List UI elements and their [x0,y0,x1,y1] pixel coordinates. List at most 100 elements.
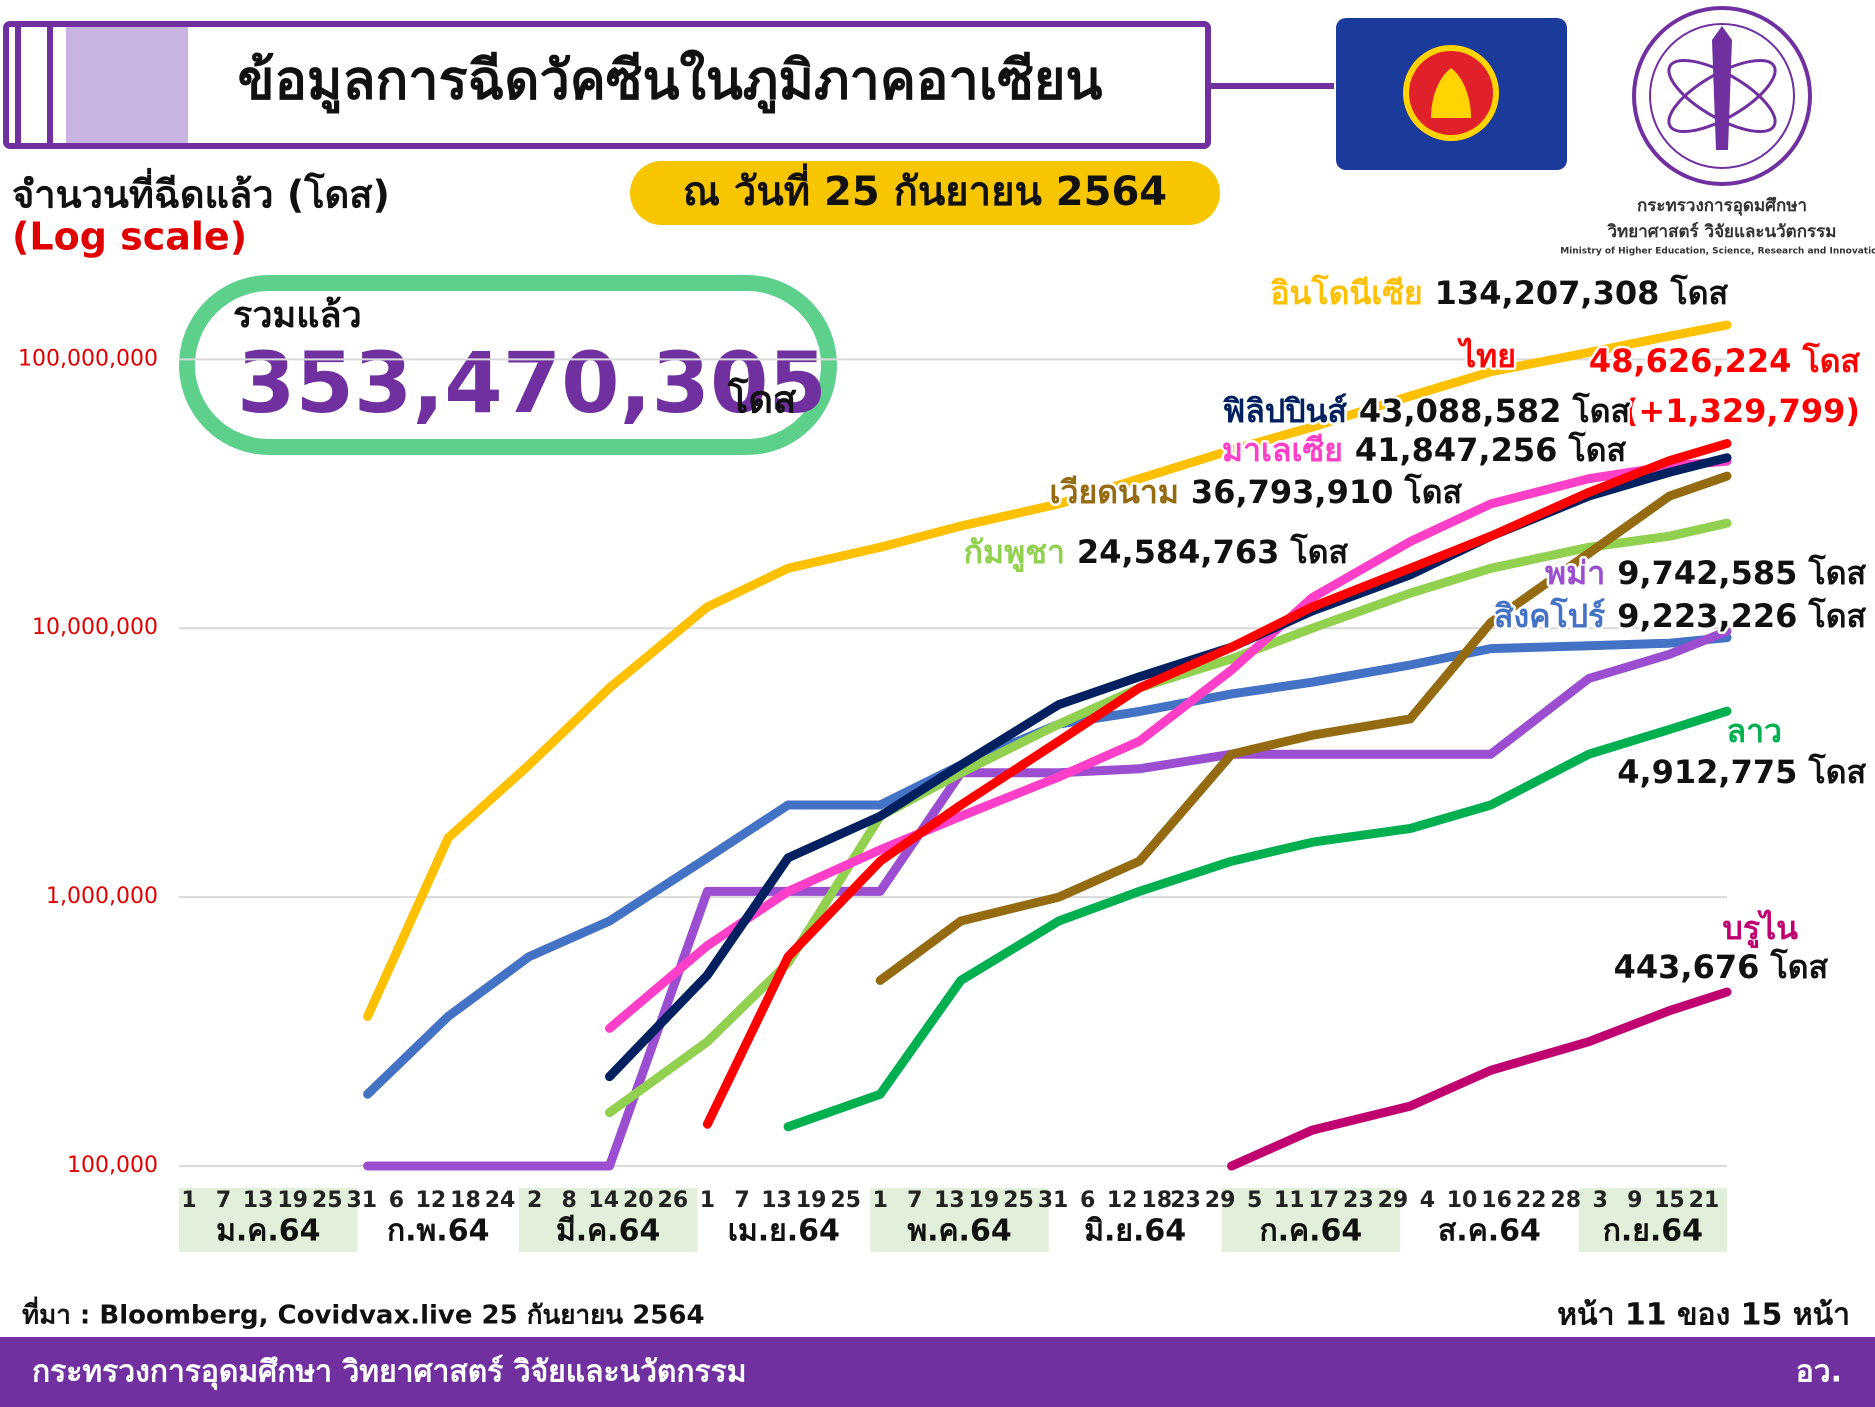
date: ณ วันที่ 25 กันยายน 2564 [683,163,1167,215]
x-tick-label: 11 [1274,1188,1305,1213]
plot: ม.ค.64 ก.พ.64 มี.ค.64 เม.ย.64 พ.ค.64 มิ.ย.64 ก… [18,272,1869,1252]
legend-name: ฟิลิปปินส์ [1223,392,1348,430]
series-label: 48,626,224 โดส [1589,342,1861,380]
legend-name: เวียดนาม [1050,473,1179,511]
logo-text: Ministry of Higher Education, Science, R… [1560,247,1875,257]
month-band [870,1188,1049,1252]
total-unit: โดส [727,377,797,422]
footer-short: อว. [1796,1355,1842,1390]
x-tick-label: 18 [1141,1188,1172,1213]
x-tick-label: 22 [1516,1188,1547,1213]
series-line [605,456,1732,1033]
legend-name: ไทย [1457,337,1516,375]
total-label: รวมแล้ว [233,295,362,336]
x-tick-label: 23 [1170,1188,1201,1213]
x-tick-label: 2 [527,1188,542,1213]
legend-name: พม่า [1545,554,1605,592]
x-tick-label: 17 [1308,1188,1339,1213]
log-note: (Log scale) [12,215,247,259]
x-tick-label: 14 [588,1188,619,1213]
logo-orbit [1667,58,1777,134]
syringe-header: ข้อมูลการฉีดวัคซีนในภูมิภาคอาเซียน [3,21,1334,149]
series-label: บรูไน [1723,909,1799,949]
ministry-logo: กระทรวงการอุดมศึกษา วิทยาศาสตร์ วิจัยและ… [1560,6,1875,257]
source: ที่มา : Bloomberg, Covidvax.live 25 กันย… [22,1296,705,1331]
end-label: 24,584,763 โดส [1077,533,1349,571]
x-tick-label: 25 [830,1188,861,1213]
footer-text: กระทรวงการอุดมศึกษา วิทยาศาสตร์ วิจัยและ… [32,1355,747,1391]
x-group-label: ม.ค.64 [216,1214,320,1249]
end-label: 41,847,256 โดส [1355,431,1627,469]
series-line [875,471,1732,985]
x-tick-label: 7 [734,1188,749,1213]
x-tick-label: 20 [623,1188,654,1213]
x-tick-label: 6 [389,1188,404,1213]
x-tick-label: 4 [1420,1188,1435,1213]
x-tick-label: 7 [907,1188,922,1213]
end-label: 48,626,224 โดส [1589,342,1861,380]
legend-name: ลาว [1726,712,1782,750]
end-label: 134,207,308 โดส [1435,274,1729,312]
end-label: (+1,329,799) [1624,392,1860,430]
legend-name: อินโดนีเซีย [1270,274,1422,312]
legend-name: สิงคโปร์ [1494,597,1605,635]
series-label: อินโดนีเซีย 134,207,308 โดส [1270,274,1728,312]
y-tick-label: 10,000,000 [32,615,158,640]
x-group-label: ก.ค.64 [1260,1214,1363,1249]
emblem-rice [1431,68,1471,118]
series-label: ลาว [1726,712,1782,750]
series-line [363,633,1732,1099]
x-tick-label: 10 [1447,1188,1478,1213]
x-group-label: ก.พ.64 [387,1214,489,1249]
x-tick-label: 13 [243,1188,274,1213]
x-tick-label: 5 [1247,1188,1262,1213]
x-tick-label: 31 [1038,1188,1069,1213]
total-box [179,275,837,455]
x-tick-label: 28 [1550,1188,1581,1213]
end-label: 4,912,775 โดส [1617,753,1866,791]
x-tick-label: 21 [1689,1188,1720,1213]
logo-orbit [1667,58,1777,134]
y-tick-label: 100,000,000 [18,346,158,371]
month-band [518,1188,698,1252]
series-line [702,439,1732,1129]
chart-title: ข้อมูลการฉีดวัคซีนในภูมิภาคอาเซียน [238,49,1103,114]
x-tick-label: 18 [450,1188,481,1213]
x-tick-label: 25 [312,1188,343,1213]
x-tick-label: 12 [1107,1188,1138,1213]
x-tick-label: 1 [700,1188,715,1213]
series-line [363,320,1732,1021]
x-group-label: ส.ค.64 [1438,1214,1541,1249]
x-group-label: มี.ค.64 [556,1214,660,1249]
x-tick-label: 3 [1593,1188,1608,1213]
series-label: (+1,329,799) [1624,392,1860,430]
x-tick-label: 8 [562,1188,577,1213]
end-label: 43,088,582 โดส [1359,392,1631,430]
x-group-label: พ.ค.64 [907,1214,1011,1249]
x-tick-label: 1 [873,1188,888,1213]
x-tick-label: 13 [761,1188,792,1213]
x-tick-label: 1 [181,1188,196,1213]
end-label: 443,676 โดส [1614,948,1829,986]
series-line [1227,987,1732,1171]
x-tick-label: 31 [346,1188,377,1213]
y-tick-label: 1,000,000 [46,884,158,909]
x-tick-label: 6 [1080,1188,1095,1213]
y-axis-label: จำนวนที่ฉีดแล้ว (โดส) [12,168,390,217]
x-tick-label: 25 [1003,1188,1034,1213]
y-tick-label: 100,000 [67,1153,158,1178]
x-tick-label: 29 [1205,1188,1236,1213]
date-pill [630,161,1220,225]
month-band [179,1188,358,1252]
x-tick-label: 23 [1343,1188,1374,1213]
x-tick-label: 29 [1378,1188,1409,1213]
x-group-label: เม.ย.64 [728,1214,840,1249]
x-tick-label: 9 [1627,1188,1642,1213]
x-tick-label: 7 [216,1188,231,1213]
x-tick-label: 19 [277,1188,308,1213]
series-label: เวียดนาม 36,793,910 โดส [1050,473,1463,511]
series-label: มาเลเซีย 41,847,256 โดส [1222,431,1627,469]
x-tick-label: 12 [416,1188,447,1213]
footer-bar [0,1337,1875,1407]
